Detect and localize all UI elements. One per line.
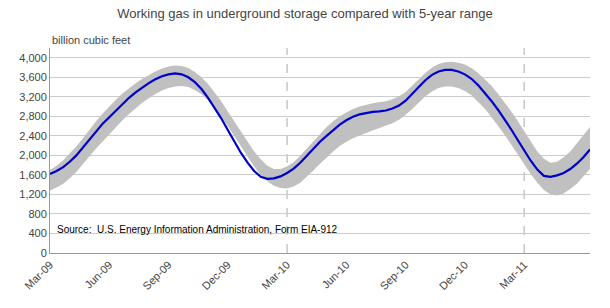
svg-text:billion cubic feet: billion cubic feet [52, 34, 130, 46]
svg-text:Source: U.S. Energy Informati: Source: U.S. Energy Information Administ… [57, 224, 338, 235]
svg-text:Dec-10: Dec-10 [437, 259, 471, 293]
svg-text:Mar-11: Mar-11 [497, 259, 530, 292]
svg-text:2,400: 2,400 [19, 130, 47, 142]
svg-text:Mar-10: Mar-10 [259, 259, 292, 292]
svg-text:Jun-10: Jun-10 [319, 259, 351, 291]
svg-text:3,600: 3,600 [19, 71, 47, 83]
svg-text:1,200: 1,200 [19, 188, 47, 200]
svg-text:Dec-09: Dec-09 [200, 259, 234, 293]
svg-text:Sep-10: Sep-10 [377, 259, 411, 293]
svg-text:800: 800 [28, 208, 46, 220]
svg-text:Sep-09: Sep-09 [140, 259, 174, 293]
svg-text:400: 400 [28, 227, 46, 239]
svg-text:4,000: 4,000 [19, 52, 47, 64]
svg-text:Working gas in underground sto: Working gas in underground storage compa… [117, 6, 493, 21]
svg-text:Jun-09: Jun-09 [82, 259, 114, 291]
svg-text:0: 0 [41, 247, 47, 259]
svg-text:3,200: 3,200 [19, 91, 47, 103]
svg-text:2,000: 2,000 [19, 149, 47, 161]
svg-text:Mar-09: Mar-09 [22, 259, 55, 292]
svg-text:1,600: 1,600 [19, 169, 47, 181]
svg-text:2,800: 2,800 [19, 110, 47, 122]
